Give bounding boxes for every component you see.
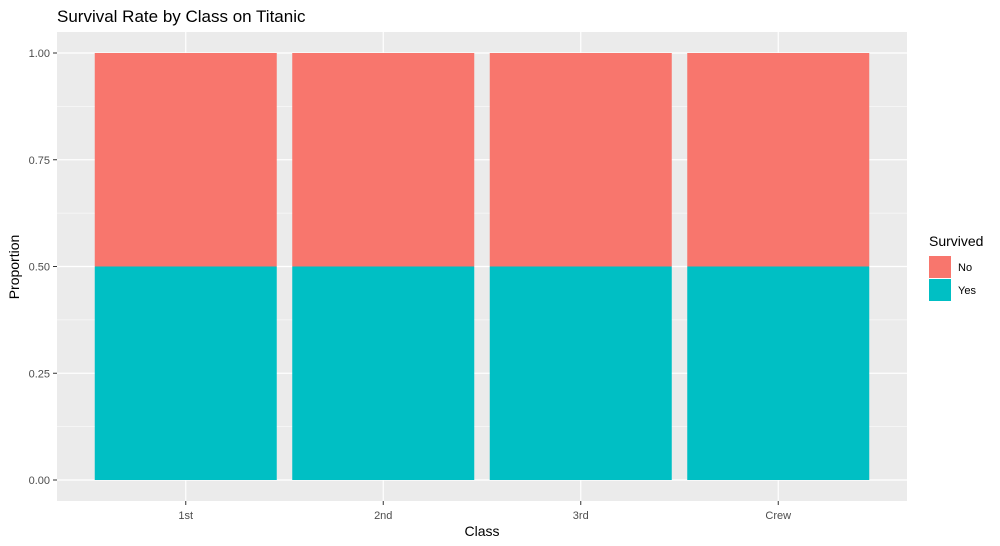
y-tick-label: 0.00 — [29, 475, 50, 487]
bar-no-1st — [94, 53, 277, 267]
x-tick-label: 2nd — [374, 510, 392, 522]
x-axis: 1st 2nd 3rd Crew — [178, 501, 791, 522]
x-axis-title: Class — [464, 523, 499, 539]
legend-swatch-no — [929, 256, 951, 278]
y-tick-label: 0.25 — [29, 368, 50, 380]
y-axis: 0.00 0.25 0.50 0.75 1.00 — [29, 48, 57, 487]
y-tick-label: 1.00 — [29, 48, 50, 60]
bar-yes-1st — [94, 266, 277, 480]
bars — [94, 53, 870, 480]
bar-yes-3rd — [489, 266, 672, 480]
legend-title: Survived — [929, 233, 983, 249]
bar-yes-crew — [687, 266, 870, 480]
legend: Survived No Yes — [929, 233, 983, 301]
y-axis-title: Proportion — [6, 235, 22, 300]
bar-no-2nd — [292, 53, 475, 267]
x-tick-label: Crew — [765, 510, 791, 522]
bar-yes-2nd — [292, 266, 475, 480]
y-tick-label: 0.75 — [29, 155, 50, 167]
legend-swatch-yes — [929, 279, 951, 301]
bar-no-3rd — [489, 53, 672, 267]
legend-label-no: No — [958, 262, 972, 274]
chart-title: Survival Rate by Class on Titanic — [57, 7, 306, 26]
bar-no-crew — [687, 53, 870, 267]
x-tick-label: 1st — [178, 510, 193, 522]
x-tick-label: 3rd — [573, 510, 589, 522]
legend-label-yes: Yes — [958, 285, 976, 297]
y-tick-label: 0.50 — [29, 262, 50, 274]
